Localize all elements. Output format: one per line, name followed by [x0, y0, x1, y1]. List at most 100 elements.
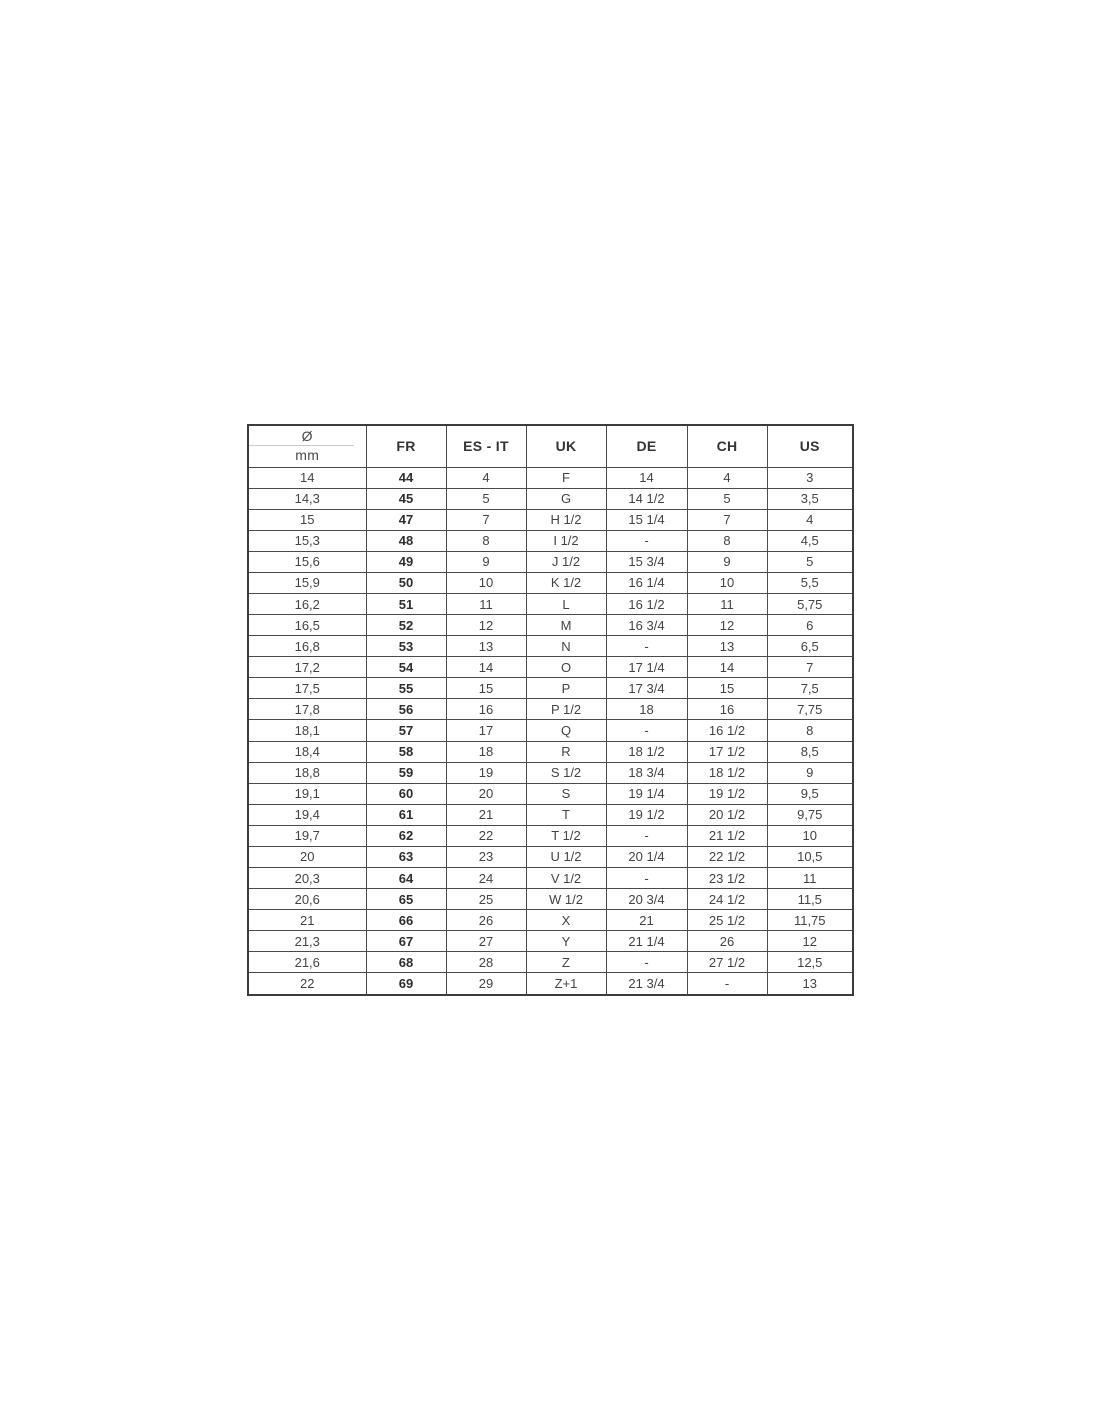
- cell-mm: 17,5: [247, 677, 367, 700]
- cell-mm: 22: [247, 972, 367, 996]
- table-row: 18,8 59 19 S 1/2 18 3/4 18 1/2 9: [247, 761, 854, 784]
- cell-es-it: 14: [445, 656, 527, 679]
- cell-us: 8: [766, 719, 854, 742]
- cell-ch: 11: [686, 592, 768, 616]
- cell-de: 17 1/4: [605, 656, 688, 679]
- cell-uk: K 1/2: [525, 571, 607, 594]
- cell-es-it: 28: [445, 951, 527, 974]
- cell-us: 4: [766, 508, 854, 531]
- table-row: 21 66 26 X 21 25 1/2 11,75: [247, 909, 854, 932]
- cell-es-it: 16: [445, 698, 527, 721]
- cell-mm: 15,3: [247, 529, 367, 552]
- cell-ch: 13: [686, 635, 768, 658]
- cell-de: 19 1/2: [605, 803, 688, 826]
- cell-de: 16 1/2: [605, 592, 688, 616]
- cell-us: 10,5: [766, 845, 854, 868]
- cell-ch: 25 1/2: [686, 909, 768, 932]
- cell-mm: 21,3: [247, 930, 367, 953]
- cell-de: 20 1/4: [605, 845, 688, 868]
- header-cell-fr: FR: [365, 424, 447, 468]
- cell-es-it: 26: [445, 909, 527, 932]
- cell-uk: G: [525, 487, 607, 510]
- cell-ch: 4: [686, 466, 768, 489]
- cell-fr: 58: [365, 740, 447, 763]
- cell-fr: 45: [365, 487, 447, 510]
- cell-es-it: 9: [445, 550, 527, 573]
- cell-uk: V 1/2: [525, 866, 607, 890]
- cell-mm: 21,6: [247, 951, 367, 974]
- diameter-divider-line: [249, 445, 354, 447]
- ring-size-conversion-table: Ø mm FR ES - IT UK DE CH US 14 44 4 F 14 4 3 14…: [247, 424, 854, 996]
- cell-uk: W 1/2: [525, 888, 607, 911]
- cell-mm: 17,8: [247, 698, 367, 721]
- cell-ch: -: [686, 972, 768, 996]
- cell-es-it: 15: [445, 677, 527, 700]
- cell-ch: 20 1/2: [686, 803, 768, 826]
- cell-us: 11: [766, 866, 854, 890]
- cell-mm: 17,2: [247, 656, 367, 679]
- cell-us: 3,5: [766, 487, 854, 510]
- cell-fr: 56: [365, 698, 447, 721]
- table-row: 14 44 4 F 14 4 3: [247, 466, 854, 489]
- cell-de: 18: [605, 698, 688, 721]
- cell-uk: H 1/2: [525, 508, 607, 531]
- cell-us: 6,5: [766, 635, 854, 658]
- cell-de: -: [605, 529, 688, 552]
- cell-de: 21: [605, 909, 688, 932]
- cell-uk: M: [525, 614, 607, 637]
- header-cell-de: DE: [605, 424, 688, 468]
- cell-es-it: 12: [445, 614, 527, 637]
- cell-de: -: [605, 866, 688, 890]
- table-row: 17,5 55 15 P 17 3/4 15 7,5: [247, 677, 854, 700]
- cell-us: 9,5: [766, 782, 854, 805]
- cell-us: 4,5: [766, 529, 854, 552]
- cell-fr: 50: [365, 571, 447, 594]
- header-cell-uk: UK: [525, 424, 607, 468]
- cell-mm: 21: [247, 909, 367, 932]
- table-row: 22 69 29 Z+1 21 3/4-13: [247, 972, 854, 996]
- cell-mm: 16,2: [247, 592, 367, 616]
- header-cell-diameter-mm: Ø mm: [247, 424, 367, 468]
- cell-de: 21 3/4: [605, 972, 688, 996]
- cell-es-it: 29: [445, 972, 527, 996]
- cell-de: 17 3/4: [605, 677, 688, 700]
- table-row: 20,6 65 25 W 1/2 20 3/4 24 1/2 11,5: [247, 888, 854, 911]
- cell-us: 13: [766, 972, 854, 996]
- cell-uk: O: [525, 656, 607, 679]
- table-row: 19,7 62 22 T 1/2-21 1/2 10: [247, 824, 854, 847]
- cell-de: -: [605, 719, 688, 742]
- diameter-unit-label: mm: [295, 447, 320, 464]
- cell-de: -: [605, 824, 688, 847]
- cell-mm: 18,1: [247, 719, 367, 742]
- cell-us: 5: [766, 550, 854, 573]
- cell-ch: 8: [686, 529, 768, 552]
- cell-fr: 69: [365, 972, 447, 996]
- cell-ch: 27 1/2: [686, 951, 768, 974]
- cell-ch: 22 1/2: [686, 845, 768, 868]
- cell-mm: 14,3: [247, 487, 367, 510]
- table-row: 18,1 57 17 Q -16 1/2 8: [247, 719, 854, 742]
- cell-es-it: 19: [445, 761, 527, 784]
- cell-es-it: 17: [445, 719, 527, 742]
- cell-de: 19 1/4: [605, 782, 688, 805]
- cell-fr: 55: [365, 677, 447, 700]
- cell-es-it: 4: [445, 466, 527, 489]
- cell-us: 8,5: [766, 740, 854, 763]
- cell-fr: 54: [365, 656, 447, 679]
- cell-us: 10: [766, 824, 854, 847]
- table-row: 18,4 58 18 R 18 1/2 17 1/2 8,5: [247, 740, 854, 763]
- table-row: 16,2 51 11 L 16 1/2 11 5,75: [247, 592, 854, 616]
- table-row: 15,9 50 10 K 1/2 16 1/4 10 5,5: [247, 571, 854, 594]
- table-row: 17,2 54 14 O 17 1/4 14 7: [247, 656, 854, 679]
- cell-us: 11,75: [766, 909, 854, 932]
- cell-fr: 59: [365, 761, 447, 784]
- cell-de: 21 1/4: [605, 930, 688, 953]
- cell-us: 7,5: [766, 677, 854, 700]
- cell-uk: T: [525, 803, 607, 826]
- cell-fr: 62: [365, 824, 447, 847]
- cell-us: 5,75: [766, 592, 854, 616]
- table-row: 15,3 48 8 I 1/2-8 4,5: [247, 529, 854, 552]
- cell-uk: Z: [525, 951, 607, 974]
- cell-ch: 18 1/2: [686, 761, 768, 784]
